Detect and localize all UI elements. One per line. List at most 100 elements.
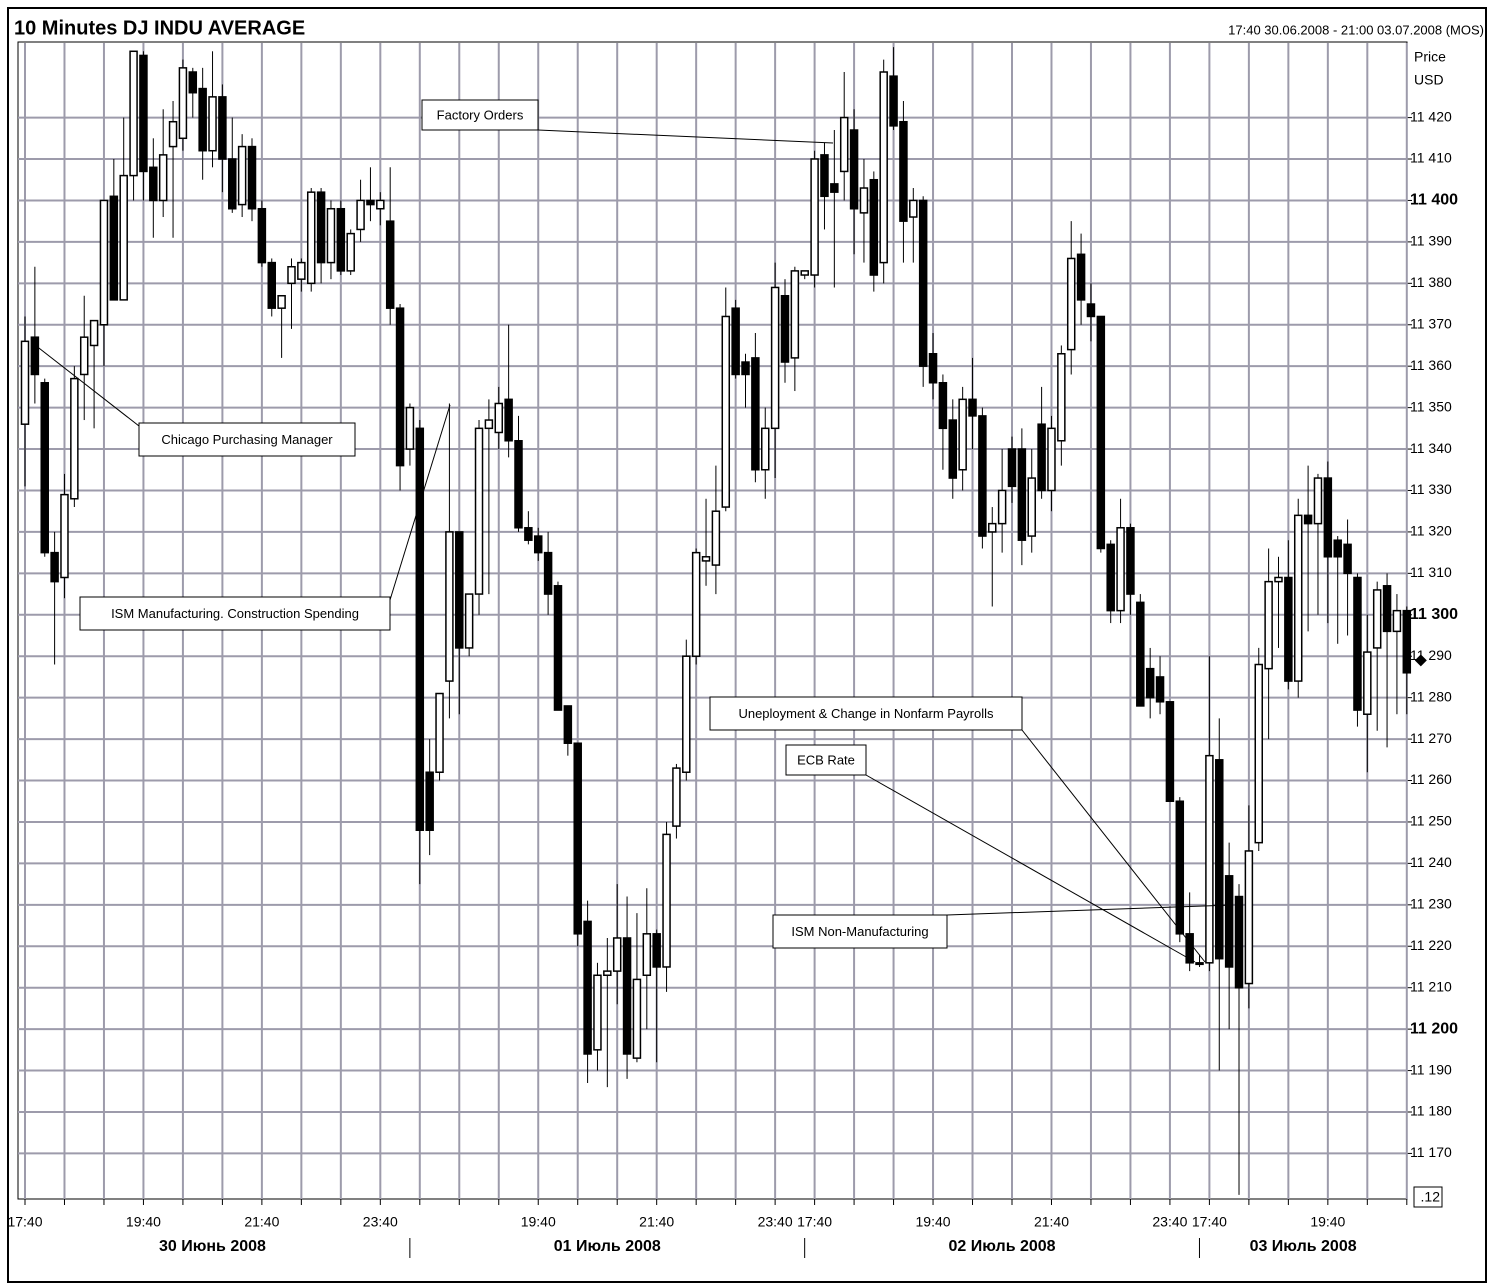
candle-body	[70, 377, 79, 500]
day-label: 30 Июнь 2008	[159, 1238, 266, 1255]
y-tick-label: 11 370	[1410, 315, 1452, 331]
annotation-box	[138, 422, 356, 457]
candle-body	[30, 336, 40, 376]
candle-body	[237, 145, 247, 206]
annotation-box	[772, 914, 948, 949]
y-axis-label: USD	[1414, 72, 1444, 88]
candle-body	[1175, 800, 1185, 935]
candle-body	[731, 307, 740, 376]
candle-body	[1185, 933, 1194, 964]
annotation-text: Chicago Purchasing Manager	[161, 432, 333, 447]
candle-body	[642, 933, 652, 977]
candle-body	[474, 427, 484, 595]
candle-body	[109, 195, 119, 301]
candle-body	[612, 937, 622, 972]
annotation-box	[709, 696, 1023, 731]
candle-body	[790, 270, 800, 359]
x-tick-label: 17:40	[7, 1214, 42, 1230]
y-tick-label: 11 320	[1410, 523, 1452, 539]
y-tick-label: 11 230	[1410, 896, 1452, 912]
candle-body	[810, 158, 819, 276]
candle-body	[1096, 315, 1106, 550]
candle-body	[336, 207, 346, 272]
annotation-text: Factory Orders	[437, 107, 524, 122]
candle-body	[1402, 609, 1412, 674]
candle-body	[652, 933, 661, 968]
candle-body	[435, 692, 444, 773]
candle-body	[770, 286, 780, 430]
candle-body	[741, 361, 750, 376]
candle-body	[1284, 576, 1293, 682]
candle-body	[208, 96, 217, 152]
candle-body	[780, 294, 790, 363]
y-tick-label: 11 200	[1410, 1020, 1458, 1037]
x-tick-label: 17:40	[797, 1214, 832, 1230]
corner-box	[1413, 1186, 1443, 1208]
y-tick-label: 11 300	[1410, 606, 1458, 623]
y-tick-label: 11 180	[1410, 1103, 1452, 1119]
chart-subtitle: 17:40 30.06.2008 - 21:00 03.07.2008 (MOS…	[1228, 22, 1484, 37]
candle-body	[494, 402, 504, 434]
candle-body	[849, 129, 859, 210]
candle-body	[158, 154, 168, 202]
candle-body	[1274, 576, 1283, 583]
candle-body	[1215, 759, 1224, 960]
candle-body	[918, 199, 928, 367]
candle-body	[178, 67, 188, 140]
candle-body	[1126, 527, 1135, 595]
candle-body	[1363, 651, 1372, 715]
y-tick-label: 11 240	[1410, 854, 1452, 870]
candle-body	[198, 87, 207, 152]
candle-body	[909, 199, 918, 218]
candle-body	[1264, 580, 1273, 670]
candle-body	[662, 833, 671, 968]
candle-body	[415, 427, 425, 831]
annotation-pointer	[537, 129, 834, 144]
candle-body	[1313, 477, 1323, 525]
candle-body	[968, 398, 977, 417]
corner-label: .12	[1421, 1189, 1441, 1205]
candle-body	[583, 920, 592, 1055]
candle-body	[1333, 539, 1342, 558]
candle-body	[326, 207, 336, 264]
candle-body	[899, 120, 908, 222]
annotation-pointer	[1021, 729, 1206, 963]
candle-body	[1066, 257, 1076, 351]
x-tick-label: 19:40	[1310, 1214, 1345, 1230]
chart-title: 10 Minutes DJ INDU AVERAGE	[14, 17, 305, 39]
candle-body	[1145, 667, 1155, 699]
candle-body	[455, 531, 464, 649]
candle-body	[938, 382, 948, 430]
candle-body	[800, 270, 809, 276]
candles	[20, 47, 1412, 1195]
y-tick-label: 11 400	[1410, 192, 1458, 209]
candle-body	[385, 220, 395, 309]
y-tick-label: 11 220	[1410, 937, 1452, 953]
day-label: 01 Июль 2008	[554, 1238, 661, 1255]
candle-body	[761, 427, 770, 471]
candle-body	[958, 398, 967, 471]
candle-body	[1037, 423, 1046, 492]
day-label: 02 Июль 2008	[949, 1238, 1056, 1255]
candle-body	[188, 71, 198, 94]
x-tick-label: 21:40	[639, 1214, 674, 1230]
candle-body	[79, 336, 89, 376]
annotation-text: ISM Manufacturing. Construction Spending	[111, 606, 359, 621]
candle-body	[1007, 448, 1017, 488]
candle-body	[948, 419, 958, 479]
x-tick-label: 23:40	[1152, 1214, 1187, 1230]
y-tick-label: 11 210	[1410, 978, 1452, 994]
candle-body	[366, 199, 375, 206]
candle-body	[711, 510, 721, 566]
y-tick-label: 11 280	[1410, 688, 1452, 704]
candle-body	[168, 120, 178, 148]
candle-body	[267, 261, 276, 309]
annotation-pointer	[34, 344, 140, 427]
annotation-text: ECB Rate	[797, 752, 855, 767]
annotation-box	[421, 99, 539, 131]
candle-body	[1195, 962, 1204, 966]
candle-body	[1382, 585, 1392, 633]
day-label: 03 Июль 2008	[1250, 1238, 1357, 1255]
annotation-pointer	[389, 404, 451, 601]
